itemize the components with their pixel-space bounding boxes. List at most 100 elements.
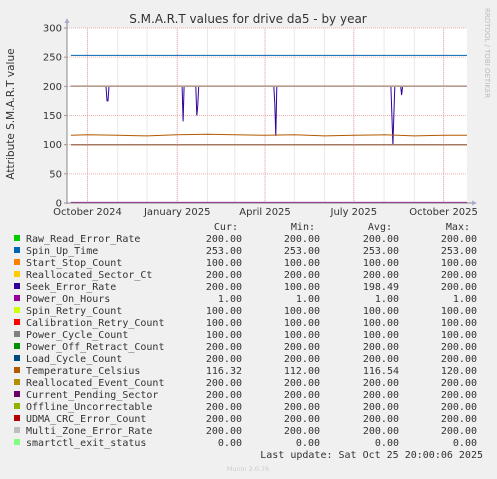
legend-swatch-udma-crc-error-count: [14, 415, 20, 421]
y-tick-label: 200: [43, 82, 62, 93]
legend-min: 100.00: [284, 318, 320, 329]
legend-max: 200.00: [441, 270, 477, 281]
legend-name-calibration-retry-count: Calibration_Retry_Count: [26, 318, 164, 329]
legend-swatch-calibration-retry-count: [14, 319, 20, 325]
legend-avg: 100.00: [363, 330, 399, 341]
legend-max: 100.00: [441, 306, 477, 317]
legend-avg: 200.00: [363, 390, 399, 401]
legend-swatch-reallocated-event-count: [14, 379, 20, 385]
legend-avg: 116.54: [363, 366, 399, 377]
legend-avg: 200.00: [363, 354, 399, 365]
legend-name-current-pending-sector: Current_Pending_Sector: [26, 390, 158, 401]
legend-cur: 200.00: [206, 414, 242, 425]
legend-name-power-on-hours: Power_On_Hours: [26, 294, 110, 305]
legend-max: 200.00: [441, 402, 477, 413]
legend-avg: 100.00: [363, 318, 399, 329]
y-tick-label: 50: [49, 169, 62, 180]
x-tick-label: October 2025: [409, 207, 478, 218]
legend-cur: 253.00: [206, 246, 242, 257]
legend-min: 112.00: [284, 366, 320, 377]
legend-cur: 1.00: [218, 294, 242, 305]
legend-min: 100.00: [284, 282, 320, 293]
legend-max: 200.00: [441, 282, 477, 293]
x-axis-arrow: [472, 200, 477, 206]
legend-swatch-seek-error-rate: [14, 283, 20, 289]
legend-swatch-power-off-retract-count: [14, 343, 20, 349]
legend-cur: 200.00: [206, 270, 242, 281]
legend-swatch-raw-read-error-rate: [14, 235, 20, 241]
y-ticks: 0 50 100 150 200 250 300: [43, 24, 67, 210]
legend-avg: 100.00: [363, 258, 399, 269]
last-update: Last update: Sat Oct 25 20:00:06 2025: [260, 450, 483, 461]
legend-swatch-current-pending-sector: [14, 391, 20, 397]
legend-swatch-temperature-celsius: [14, 367, 20, 373]
y-tick-label: 300: [43, 24, 62, 35]
legend-cur: 100.00: [206, 306, 242, 317]
legend-min: 200.00: [284, 270, 320, 281]
y-axis-label: Attribute S.M.A.R.T value: [5, 48, 17, 179]
legend-name-udma-crc-error-count: UDMA_CRC_Error_Count: [26, 414, 146, 425]
legend-min: 200.00: [284, 402, 320, 413]
legend-avg: 200.00: [363, 426, 399, 437]
legend-header-max: Max:: [446, 222, 470, 233]
legend-name-power-cycle-count: Power_Cycle_Count: [26, 330, 128, 341]
legend-header-avg: Avg:: [368, 222, 392, 233]
legend-swatch-reallocated-sector-ct: [14, 271, 20, 277]
y-tick-label: 250: [43, 53, 62, 64]
legend: Cur: Min: Avg: Max: Raw_Read_Error_Rate 2…: [14, 222, 477, 449]
y-tick-label: 0: [56, 199, 62, 210]
legend-swatch-start-stop-count: [14, 259, 20, 265]
legend-max: 0.00: [453, 438, 477, 449]
legend-name-power-off-retract-count: Power_Off_Retract_Count: [26, 342, 164, 353]
legend-cur: 200.00: [206, 354, 242, 365]
legend-avg: 100.00: [363, 306, 399, 317]
series-line-temperature-celsius: [70, 133, 467, 137]
legend-cur: 200.00: [206, 234, 242, 245]
munin-version: Munin 2.0.76: [227, 465, 270, 473]
legend-swatch-spin-retry-count: [14, 307, 20, 313]
x-tick-label: July 2025: [330, 207, 378, 218]
x-ticks: October 2024 January 2025 April 2025 July 2…: [53, 207, 478, 218]
legend-max: 200.00: [441, 426, 477, 437]
legend-cur: 200.00: [206, 378, 242, 389]
legend-min: 253.00: [284, 246, 320, 257]
rrdtool-credit: RRDTOOL / TOBI OETIKER: [483, 8, 491, 98]
legend-avg: 253.00: [363, 246, 399, 257]
legend-min: 200.00: [284, 378, 320, 389]
legend-name-seek-error-rate: Seek_Error_Rate: [26, 282, 116, 293]
legend-avg: 0.00: [375, 438, 399, 449]
legend-max: 200.00: [441, 414, 477, 425]
legend-swatch-smartctl-exit-status: [14, 439, 20, 445]
legend-swatch-offline-uncorrectable: [14, 403, 20, 409]
legend-cur: 200.00: [206, 390, 242, 401]
legend-header-cur: Cur:: [214, 222, 238, 233]
legend-swatch-spin-up-time: [14, 247, 20, 253]
legend-min: 100.00: [284, 306, 320, 317]
legend-avg: 200.00: [363, 402, 399, 413]
legend-avg: 200.00: [363, 234, 399, 245]
legend-avg: 200.00: [363, 342, 399, 353]
legend-cur: 100.00: [206, 318, 242, 329]
legend-avg: 200.00: [363, 378, 399, 389]
legend-cur: 200.00: [206, 426, 242, 437]
legend-min: 1.00: [296, 294, 320, 305]
legend-name-spin-retry-count: Spin_Retry_Count: [26, 306, 122, 317]
legend-min: 200.00: [284, 342, 320, 353]
legend-avg: 200.00: [363, 414, 399, 425]
legend-max: 253.00: [441, 246, 477, 257]
y-tick-label: 100: [43, 140, 62, 151]
legend-min: 200.00: [284, 234, 320, 245]
legend-swatch-multi-zone-error-rate: [14, 427, 20, 433]
legend-header-min: Min:: [291, 222, 315, 233]
legend-min: 200.00: [284, 414, 320, 425]
legend-min: 100.00: [284, 258, 320, 269]
legend-name-raw-read-error-rate: Raw_Read_Error_Rate: [26, 234, 140, 245]
legend-name-reallocated-sector-ct: Reallocated_Sector_Ct: [26, 270, 152, 281]
legend-name-start-stop-count: Start_Stop_Count: [26, 258, 122, 269]
y-axis-arrow: [64, 18, 70, 23]
legend-min: 200.00: [284, 354, 320, 365]
legend-max: 200.00: [441, 354, 477, 365]
legend-cur: 116.32: [206, 366, 242, 377]
legend-max: 200.00: [441, 378, 477, 389]
